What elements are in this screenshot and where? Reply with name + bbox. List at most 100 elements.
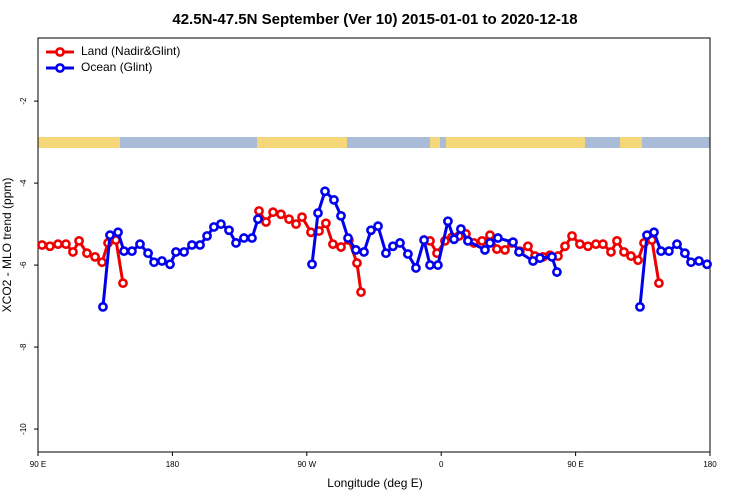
data-point xyxy=(254,206,264,216)
data-point xyxy=(352,258,362,268)
data-point xyxy=(635,301,645,312)
data-point xyxy=(118,278,128,289)
data-point xyxy=(202,231,212,241)
data-point xyxy=(612,236,622,246)
data-point xyxy=(433,260,443,270)
data-point xyxy=(90,251,100,262)
data-point xyxy=(37,240,47,250)
data-point xyxy=(672,239,682,250)
x-tick-label: 90 E xyxy=(567,460,583,469)
legend-label: Land (Nadir&Glint) xyxy=(81,44,180,58)
data-point xyxy=(356,287,366,298)
data-point xyxy=(216,219,226,229)
data-point xyxy=(547,251,557,262)
data-point xyxy=(268,207,278,218)
data-point xyxy=(306,227,316,238)
y-tick-label: -10 xyxy=(19,423,28,435)
data-point xyxy=(359,247,369,257)
data-point xyxy=(61,239,71,250)
y-tick-label: -6 xyxy=(19,261,28,269)
data-point xyxy=(477,236,487,246)
data-point xyxy=(45,241,55,252)
data-point xyxy=(165,259,175,270)
data-point xyxy=(313,208,323,218)
data-point xyxy=(157,256,167,266)
x-tick-label: 0 xyxy=(439,460,444,469)
data-point xyxy=(328,239,338,250)
data-point xyxy=(443,216,453,227)
y-tick-label: -2 xyxy=(19,97,28,105)
data-point xyxy=(493,233,503,243)
data-point xyxy=(395,238,405,248)
y-tick-label: -8 xyxy=(19,343,28,351)
data-point xyxy=(649,227,659,238)
chart-title: 42.5N-47.5N September (Ver 10) 2015-01-0… xyxy=(172,11,577,28)
data-point xyxy=(68,247,78,257)
data-point xyxy=(231,238,241,248)
data-point xyxy=(276,209,286,220)
data-point xyxy=(535,253,545,264)
data-point xyxy=(664,246,674,257)
x-tick-label: 90 W xyxy=(297,460,316,469)
data-point xyxy=(113,227,123,238)
data-point xyxy=(239,233,249,243)
data-point xyxy=(463,236,473,246)
data-point xyxy=(381,248,391,259)
data-point xyxy=(98,301,108,312)
data-point xyxy=(82,248,92,259)
data-point xyxy=(619,247,629,257)
data-point xyxy=(97,257,107,268)
y-tick-label: -4 xyxy=(19,179,28,187)
data-point xyxy=(105,230,115,241)
data-point xyxy=(187,240,197,250)
data-point xyxy=(680,248,690,259)
data-point xyxy=(53,239,63,250)
x-tick-label: 180 xyxy=(703,460,717,469)
data-point xyxy=(74,236,84,246)
data-point xyxy=(297,212,307,223)
data-point xyxy=(606,247,616,257)
data-point xyxy=(366,225,376,236)
data-point xyxy=(598,239,608,250)
x-axis-label: Longitude (deg E) xyxy=(327,476,422,490)
data-point xyxy=(449,234,459,245)
data-point xyxy=(626,251,636,261)
data-point xyxy=(508,237,518,248)
data-point xyxy=(171,247,181,257)
data-point xyxy=(694,256,704,266)
data-point xyxy=(143,248,153,259)
data-point xyxy=(127,246,137,257)
data-point xyxy=(343,233,353,243)
data-point xyxy=(329,195,339,205)
data-point xyxy=(702,259,712,270)
data-point xyxy=(321,218,331,229)
data-point xyxy=(149,257,159,268)
data-point xyxy=(419,235,429,245)
data-point xyxy=(633,255,643,266)
x-tick-label: 90 E xyxy=(30,460,46,469)
data-point xyxy=(425,260,435,270)
land-mask-strip xyxy=(38,137,710,148)
data-point xyxy=(307,259,317,270)
legend-marker xyxy=(55,47,65,57)
data-point xyxy=(336,242,346,252)
data-point xyxy=(224,225,234,236)
data-point xyxy=(485,230,495,241)
data-point xyxy=(552,267,562,277)
data-point xyxy=(514,247,524,257)
data-point xyxy=(456,224,466,234)
data-point xyxy=(411,263,421,273)
data-point xyxy=(402,249,413,259)
data-point xyxy=(492,244,502,254)
data-point xyxy=(135,239,145,250)
data-point xyxy=(351,245,361,255)
data-point xyxy=(253,214,263,225)
legend-label: Ocean (Glint) xyxy=(81,60,152,74)
data-point xyxy=(480,245,490,255)
y-axis-label: XCO2 - MLO trend (ppm) xyxy=(0,178,14,313)
data-point xyxy=(686,257,696,268)
legend-marker xyxy=(55,63,65,73)
data-point xyxy=(320,186,330,197)
data-point xyxy=(583,241,593,252)
